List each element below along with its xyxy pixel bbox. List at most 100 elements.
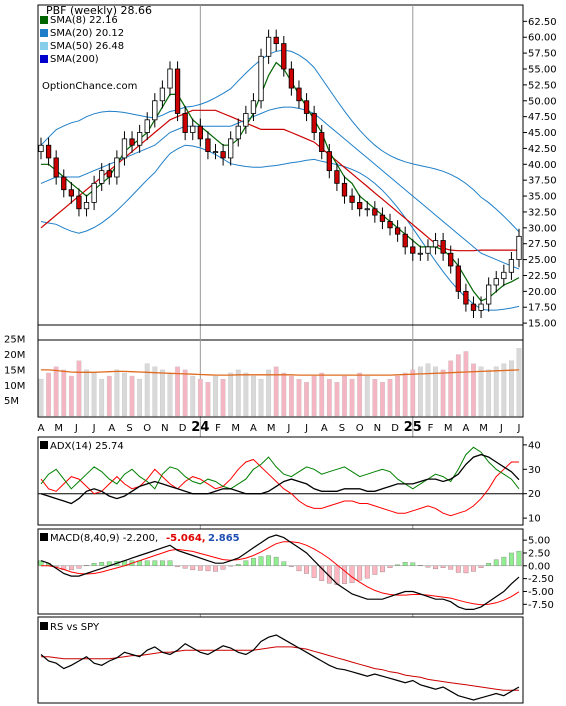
macd-histogram-bar (160, 560, 165, 566)
x-axis-label: N (161, 423, 168, 434)
sma20-line (40, 106, 520, 270)
candle-body (144, 119, 150, 133)
x-axis-label: A (250, 423, 257, 434)
volume-bar (433, 366, 438, 417)
macd-y-label: -7.50 (528, 600, 554, 611)
candle-body (516, 235, 522, 260)
macd-histogram-bar (167, 560, 173, 566)
macd-histogram-bar (311, 565, 317, 578)
adx-label: ADX(14) 25.74 (50, 441, 124, 452)
candle-body (432, 240, 439, 248)
candle-body (402, 233, 408, 248)
rs-line (40, 634, 520, 701)
volume-bar (448, 360, 454, 417)
rs-label: RS vs SPY (50, 622, 100, 633)
adx-y-label: 30 (528, 465, 541, 476)
candle-body (394, 227, 401, 235)
candle-body (235, 125, 241, 140)
adx-line (40, 453, 520, 505)
volume-bar (342, 375, 347, 417)
macd-histogram-bar (509, 552, 514, 566)
macd-histogram-bar (357, 565, 363, 581)
macd-y-label: -2.50 (528, 574, 554, 585)
candle-body (326, 151, 332, 172)
candle-body (387, 221, 393, 229)
candle-body (463, 290, 469, 305)
macd-histogram-bar (448, 565, 454, 570)
macd-histogram-bar (410, 562, 416, 566)
volume-bar (53, 366, 59, 417)
candle-body (349, 195, 355, 203)
x-axis-label: J (92, 423, 96, 434)
volume-y-label: 10M (4, 381, 25, 392)
volume-bar (144, 363, 150, 417)
candle-body (45, 144, 52, 159)
macd-y-label: 5.00 (528, 536, 550, 547)
sma8-line (41, 61, 520, 302)
candle-body (212, 151, 219, 153)
candle-body (205, 138, 211, 152)
macd-histogram-bar (349, 565, 355, 583)
macd-signal-line (41, 541, 520, 606)
x-axis-label: N (374, 423, 381, 434)
candle-body (152, 100, 158, 121)
volume-bar (319, 372, 325, 417)
candle-body (288, 68, 295, 89)
candle-body (311, 113, 317, 133)
rs-average-line (41, 646, 519, 691)
macd-histogram-bar (402, 562, 408, 566)
candle-body (106, 170, 112, 178)
x-axis-label: M (479, 423, 488, 434)
volume-bar (334, 382, 340, 417)
volume-bar (417, 366, 423, 417)
candle-body (91, 182, 97, 203)
bollinger-lower-line (40, 144, 520, 311)
candle-body (273, 36, 279, 44)
macd-histogram-bar (380, 565, 385, 573)
macd-histogram-bar (266, 555, 272, 566)
x-axis-label: M (231, 423, 240, 434)
volume-bar (182, 369, 188, 417)
macd-histogram-bar (213, 565, 218, 572)
volume-bar (220, 378, 226, 417)
macd-histogram-bar (91, 563, 97, 566)
macd-histogram-bar (76, 565, 82, 569)
macd-histogram-bar (364, 565, 370, 579)
volume-bar (46, 372, 51, 417)
adx-y-label: 20 (528, 489, 541, 500)
x-axis-label: F (215, 423, 221, 434)
volume-y-label: 15M (4, 365, 25, 376)
price-y-label: 35.00 (528, 192, 557, 203)
x-axis-label: 24 (191, 420, 209, 435)
x-axis-label: A (38, 423, 45, 434)
volume-bar (372, 378, 378, 417)
price-y-label: 17.50 (528, 303, 557, 314)
watermark-text: OptionChance.com (42, 81, 137, 92)
candle-body (372, 208, 378, 216)
candle-body (440, 240, 446, 254)
macd-histogram-bar (205, 565, 211, 572)
candle-body (243, 113, 249, 127)
macd-histogram-bar (99, 562, 105, 566)
candle-body (334, 170, 340, 184)
volume-bar (251, 375, 256, 417)
legend-swatch (40, 16, 48, 24)
macd-histogram-bar (182, 565, 188, 569)
price-y-label: 25.00 (528, 255, 557, 266)
x-axis-label: S (126, 423, 132, 434)
candle-body (220, 151, 226, 159)
x-axis-label: D (179, 423, 187, 434)
volume-bar (137, 378, 143, 417)
candle-body (53, 157, 59, 178)
volume-bar (175, 366, 180, 417)
volume-bar (304, 382, 309, 417)
volume-bar (61, 369, 67, 417)
volume-bar (228, 372, 234, 417)
volume-panel: 25M 20M 15M 10M 5M (4, 324, 524, 418)
macd-histogram-bar (433, 565, 438, 570)
volume-bar (205, 382, 211, 417)
candle-body (470, 303, 477, 311)
volume-bar (99, 378, 105, 417)
price-y-label: 37.50 (528, 176, 557, 187)
macd-signal-label: -5.064, (166, 533, 206, 544)
